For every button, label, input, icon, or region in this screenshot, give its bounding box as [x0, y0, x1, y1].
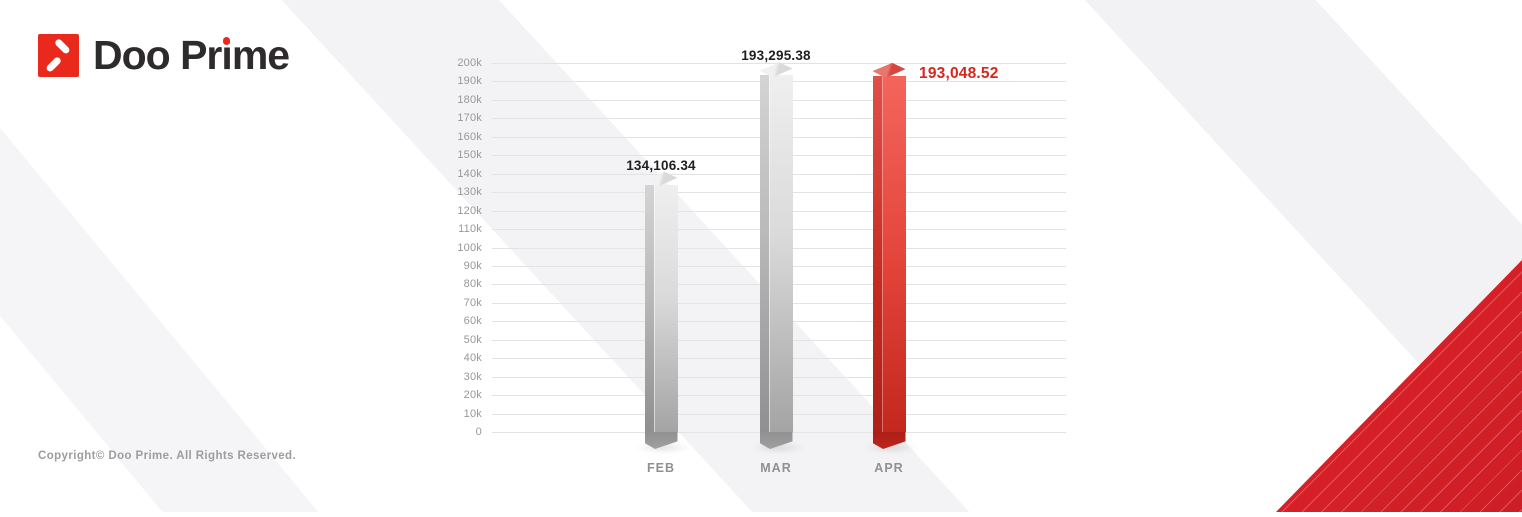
bar-mar: [749, 62, 806, 453]
y-axis-tick-label: 100k: [457, 241, 482, 254]
bar-front-face: [653, 184, 678, 432]
y-axis-tick-label: 200k: [457, 57, 482, 69]
bar-side-face: [759, 75, 769, 432]
logo-text-part: Doo Pr: [93, 32, 222, 78]
bar-shadow: [862, 441, 919, 453]
value-label-feb: 134,106.34: [626, 157, 696, 173]
logo-letter-i-red-dot: i: [221, 32, 232, 78]
x-axis-label-mar: MAR: [760, 461, 792, 475]
y-axis-tick-label: 180k: [457, 93, 482, 106]
y-axis-tick-label: 80k: [463, 278, 482, 291]
y-axis-tick-label: 90k: [463, 259, 482, 272]
bar-shadow: [634, 441, 691, 453]
value-label-mar: 193,295.38: [741, 48, 811, 64]
y-axis-tick-label: 160k: [457, 130, 482, 143]
y-axis-tick-label: 190k: [457, 75, 482, 88]
y-axis-tick-label: 60k: [463, 315, 482, 328]
x-axis-label-feb: FEB: [647, 461, 675, 475]
y-axis-tick-label: 110k: [458, 223, 482, 236]
bar-apr: [862, 62, 919, 453]
bar-side-face: [872, 75, 882, 432]
y-axis-tick-label: 140k: [457, 167, 482, 180]
y-axis-tick-label: 20k: [463, 389, 482, 402]
value-label-apr: 193,048.52: [919, 64, 999, 82]
y-axis-tick-label: 40k: [463, 352, 482, 365]
y-axis-tick-label: 30k: [463, 370, 482, 383]
y-axis-tick-label: 150k: [457, 149, 482, 162]
bar-feb: [634, 171, 691, 453]
y-axis-tick-label: 70k: [463, 296, 482, 309]
y-axis-tick-label: 50k: [463, 333, 482, 346]
bar-front-face: [768, 75, 793, 432]
bar-front-face: [881, 75, 906, 432]
logo-text-part: me: [231, 32, 290, 78]
doo-prime-logo: Doo Pr i me: [38, 32, 290, 78]
y-axis-tick-label: 170k: [457, 112, 482, 125]
y-axis-tick-label: 0: [475, 426, 482, 438]
copyright-text: Copyright© Doo Prime. All Rights Reserve…: [38, 450, 297, 462]
bar-shadow: [749, 441, 806, 453]
bar-side-face: [644, 184, 654, 432]
y-axis-tick-label: 120k: [457, 204, 482, 217]
doo-prime-logo-icon: [38, 34, 79, 77]
x-axis-label-apr: APR: [874, 461, 904, 475]
y-axis-tick-label: 10k: [463, 407, 482, 420]
y-axis-tick-label: 130k: [457, 186, 482, 199]
logo-wordmark: Doo Pr i me: [93, 32, 290, 78]
